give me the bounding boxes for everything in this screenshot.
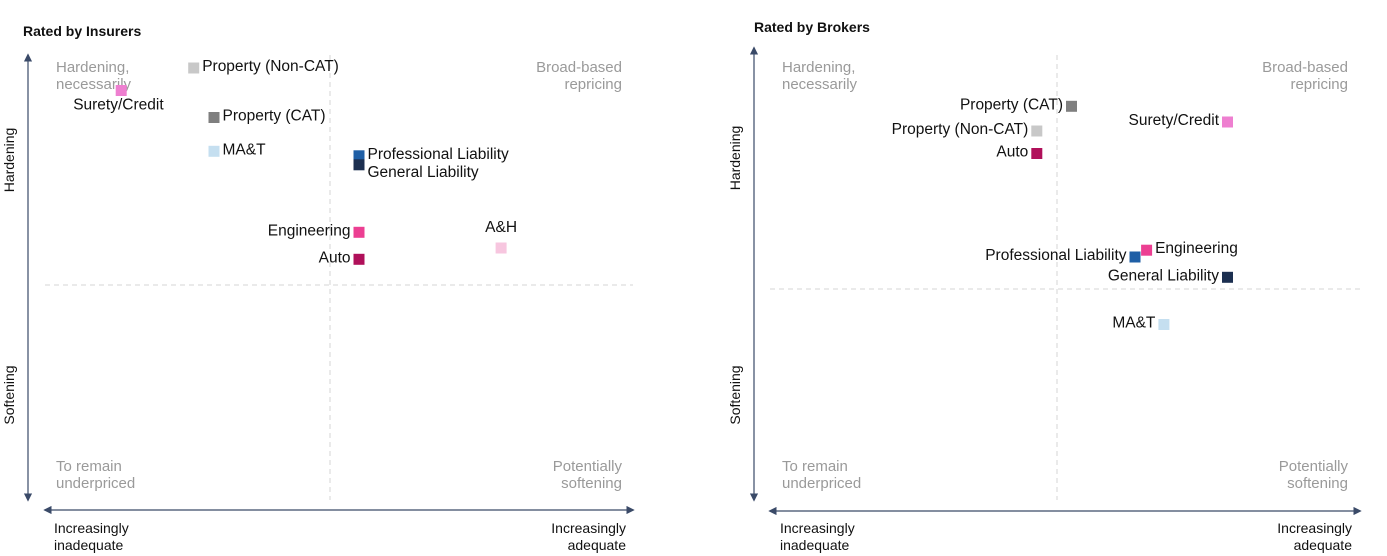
y-axis-label-hardening: Hardening [727, 126, 743, 191]
quadrant-label-top-left-line1: Hardening, [782, 59, 855, 76]
data-point-marker [1129, 251, 1141, 263]
quadrant-label-bottom-left-line1: To remain [56, 458, 122, 475]
quadrant-label-top-right-line1: Broad-based [1262, 59, 1348, 76]
data-point-marker [1158, 319, 1170, 330]
data-point-label: Engineering [1155, 240, 1238, 257]
y-axis-label-softening: Softening [727, 365, 743, 424]
data-point-label: Auto [319, 249, 351, 266]
data-point-label: MA&T [223, 141, 267, 158]
x-axis-label-left-line1: Increasingly [54, 520, 129, 536]
data-point-marker [208, 145, 220, 157]
data-point-label: Surety/Credit [1129, 112, 1220, 129]
quadrant-label-top-right-line2: repricing [1290, 76, 1348, 93]
x-axis-label-left-line2: inadequate [54, 537, 124, 553]
data-point-marker [353, 159, 365, 171]
insurers-chart: Rated by Insurers Hardening Softening In… [1, 23, 635, 553]
data-point-marker [1066, 100, 1077, 112]
data-point-marker [353, 226, 365, 238]
data-point-label: Property (CAT) [960, 96, 1063, 113]
quadrant-label-bottom-left-line2: underpriced [56, 475, 135, 492]
x-axis-label-right-line1: Increasingly [551, 520, 626, 536]
data-points: Property (Non-CAT) Surety/Credit Property … [73, 58, 517, 266]
data-point-marker [208, 112, 220, 123]
quadrant-label-bottom-left-line1: To remain [782, 458, 848, 475]
data-point-label: Professional Liability [985, 247, 1127, 264]
brokers-chart: Rated by Brokers Hardening Softening Inc… [727, 19, 1362, 553]
quadrant-label-bottom-right-line1: Potentially [1279, 458, 1349, 475]
quadrant-label-bottom-left-line2: underpriced [782, 475, 861, 492]
quadrant-label-top-right-line1: Broad-based [536, 59, 622, 76]
x-axis-label-right-line2: adequate [1294, 537, 1353, 553]
data-point-marker [353, 253, 365, 265]
data-point-label: MA&T [1112, 315, 1156, 332]
chart-title: Rated by Insurers [23, 23, 141, 39]
data-point-marker [1031, 148, 1043, 159]
quadrant-label-top-left-line1: Hardening, [56, 59, 129, 76]
quadrant-label-bottom-right-line2: softening [1287, 475, 1348, 492]
data-point-label: Auto [996, 144, 1028, 161]
data-points: Property (CAT) Surety/Credit Property (Non… [892, 96, 1238, 331]
quadrant-label-top-left-line2: necessarily [782, 76, 858, 93]
quadrant-label-top-left-line2: necessarily [56, 76, 132, 93]
quadrant-label-bottom-right-line2: softening [561, 475, 622, 492]
data-point-marker [1222, 271, 1233, 283]
data-point-label: General Liability [1108, 267, 1219, 284]
data-point-label: General Liability [368, 164, 479, 181]
x-axis-label-left-line1: Increasingly [780, 520, 855, 536]
data-point-marker [1141, 244, 1153, 256]
quadrant-label-bottom-right-line1: Potentially [553, 458, 623, 475]
x-axis-label-left-line2: inadequate [780, 537, 850, 553]
data-point-marker [495, 242, 507, 254]
data-point-label: Surety/Credit [73, 97, 164, 114]
x-axis-label-right-line2: adequate [568, 537, 627, 553]
x-axis-label-right-line1: Increasingly [1277, 520, 1352, 536]
data-point-label: A&H [485, 219, 517, 236]
quadrant-label-top-right-line2: repricing [564, 76, 622, 93]
data-point-label: Engineering [268, 222, 351, 239]
y-axis-label-hardening: Hardening [1, 128, 17, 193]
data-point-label: Professional Liability [368, 146, 510, 163]
data-point-label: Property (Non-CAT) [892, 121, 1029, 138]
chart-title: Rated by Brokers [754, 19, 870, 35]
data-point-marker [1222, 116, 1233, 128]
data-point-marker [188, 62, 200, 74]
data-point-marker [353, 150, 365, 162]
data-point-label: Property (CAT) [223, 108, 326, 125]
data-point-label: Property (Non-CAT) [202, 58, 339, 75]
data-point-marker [115, 85, 127, 96]
y-axis-label-softening: Softening [1, 365, 17, 424]
data-point-marker [1031, 125, 1043, 137]
